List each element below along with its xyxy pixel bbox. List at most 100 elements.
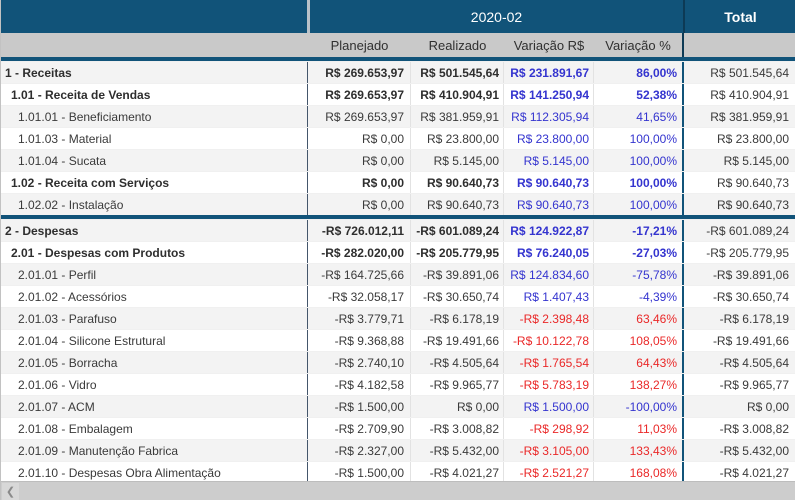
column-divider: [682, 330, 684, 351]
table-row[interactable]: 2.01.01 - Perfil -R$ 164.725,66 -R$ 39.891…: [1, 263, 795, 285]
cell-planejado: R$ 0,00: [308, 128, 411, 149]
cell-variacao-rs: -R$ 2.398,48: [504, 308, 594, 329]
cell-realizado: -R$ 4.505,64: [411, 352, 504, 373]
row-label: 2.01.09 - Manutenção Fabrica: [1, 440, 308, 461]
chevron-left-icon[interactable]: ❮: [2, 482, 19, 500]
cell-realizado: R$ 410.904,91: [411, 84, 504, 105]
cell-variacao-rs: R$ 141.250,94: [504, 84, 594, 105]
cell-realizado: -R$ 39.891,06: [411, 264, 504, 285]
column-divider: [682, 440, 684, 461]
row-label: 1.01 - Receita de Vendas: [1, 84, 308, 105]
cell-realizado: R$ 5.145,00: [411, 150, 504, 171]
table-row[interactable]: 2.01.06 - Vidro -R$ 4.182,58 -R$ 9.965,77-…: [1, 373, 795, 395]
column-divider: [682, 128, 684, 149]
subheader-corner: [1, 33, 308, 57]
cell-total: -R$ 4.505,64: [719, 355, 789, 370]
cell-planejado: -R$ 1.500,00: [308, 462, 411, 483]
table-row[interactable]: 1.01 - Receita de Vendas R$ 269.653,97 R$ …: [1, 83, 795, 105]
table-body: 1 - Receitas R$ 269.653,97 R$ 501.545,64 R$…: [1, 61, 795, 483]
table-row[interactable]: 2.01.08 - Embalagem -R$ 2.709,90 -R$ 3.008…: [1, 417, 795, 439]
row-label: 1.01.01 - Beneficiamento: [1, 106, 308, 127]
section-separator: [1, 215, 795, 219]
cell-realizado: R$ 90.640,73: [411, 194, 504, 215]
table-row[interactable]: 1 - Receitas R$ 269.653,97 R$ 501.545,64 R$…: [1, 61, 795, 83]
table-row[interactable]: 2.01.07 - ACM -R$ 1.500,00 R$ 0,00 R$ 1.500…: [1, 395, 795, 417]
table-row[interactable]: 1.02 - Receita com Serviços R$ 0,00 R$ 90.…: [1, 171, 795, 193]
column-divider: [682, 462, 684, 483]
column-divider: [682, 286, 684, 307]
row-label: 2.01.10 - Despesas Obra Alimentação: [1, 462, 308, 483]
cell-total: R$ 5.145,00: [723, 153, 789, 168]
row-label: 2.01 - Despesas com Produtos: [1, 242, 308, 263]
cell-planejado: -R$ 32.058,17: [308, 286, 411, 307]
cell-realizado: -R$ 5.432,00: [411, 440, 504, 461]
cell-total: -R$ 4.021,27: [719, 465, 789, 480]
cell-planejado: R$ 0,00: [308, 172, 411, 193]
cell-variacao-rs: -R$ 5.783,19: [504, 374, 594, 395]
table-row[interactable]: 2.01.05 - Borracha -R$ 2.740,10 -R$ 4.505,…: [1, 351, 795, 373]
column-divider: [682, 172, 684, 193]
cell-total: -R$ 601.089,24: [706, 223, 789, 238]
row-label: 2.01.08 - Embalagem: [1, 418, 308, 439]
cell-planejado: -R$ 164.725,66: [308, 264, 411, 285]
column-header-total[interactable]: Total: [685, 0, 795, 33]
row-label: 2.01.04 - Silicone Estrutural: [1, 330, 308, 351]
cell-variacao-rs: R$ 90.640,73: [504, 172, 594, 193]
table-row[interactable]: 1.01.01 - Beneficiamento R$ 269.653,97 R$ …: [1, 105, 795, 127]
table-row[interactable]: 2.01.02 - Acessórios -R$ 32.058,17 -R$ 30.…: [1, 285, 795, 307]
cell-planejado: R$ 269.653,97: [308, 84, 411, 105]
table-row[interactable]: 2.01.09 - Manutenção Fabrica -R$ 2.327,00…: [1, 439, 795, 461]
column-divider: [682, 264, 684, 285]
cell-realizado: -R$ 601.089,24: [411, 220, 504, 241]
column-header-planejado[interactable]: Planejado: [330, 37, 389, 53]
cell-realizado: -R$ 6.178,19: [411, 308, 504, 329]
cell-planejado: -R$ 2.740,10: [308, 352, 411, 373]
cell-variacao-rs: -R$ 2.521,27: [504, 462, 594, 483]
table-row[interactable]: 2 - Despesas -R$ 726.012,11 -R$ 601.089,24…: [1, 219, 795, 241]
cell-variacao-rs: -R$ 3.105,00: [504, 440, 594, 461]
cell-variacao-pct: 100,00%: [629, 131, 677, 146]
column-group-period[interactable]: 2020-02: [310, 0, 683, 33]
table-row[interactable]: 1.01.04 - Sucata R$ 0,00 R$ 5.145,00 R$ 5.1…: [1, 149, 795, 171]
cell-variacao-rs: R$ 1.500,00: [504, 396, 594, 417]
column-divider: [682, 106, 684, 127]
cell-total: R$ 501.545,64: [710, 65, 789, 80]
cell-total: -R$ 205.779,95: [706, 245, 789, 260]
cell-total: -R$ 30.650,74: [712, 289, 789, 304]
cell-total: -R$ 19.491,66: [712, 333, 789, 348]
cell-total: R$ 90.640,73: [716, 197, 789, 212]
cell-realizado: -R$ 205.779,95: [411, 242, 504, 263]
cell-variacao-rs: R$ 231.891,67: [504, 62, 594, 83]
column-header-variacao-pct[interactable]: Variação %: [605, 37, 671, 53]
table-header: 2020-02 Total: [1, 0, 795, 33]
cell-planejado: -R$ 9.368,88: [308, 330, 411, 351]
cell-variacao-rs: R$ 124.834,60: [504, 264, 594, 285]
table-row[interactable]: 2.01 - Despesas com Produtos -R$ 282.020,…: [1, 241, 795, 263]
table-row[interactable]: 2.01.04 - Silicone Estrutural -R$ 9.368,8…: [1, 329, 795, 351]
cell-variacao-pct: 64,43%: [636, 355, 677, 370]
subheader-dark-divider: [682, 33, 684, 57]
cell-variacao-pct: 63,46%: [636, 311, 677, 326]
cell-total: -R$ 6.178,19: [719, 311, 789, 326]
column-header-realizado[interactable]: Realizado: [428, 37, 487, 53]
cell-planejado: R$ 269.653,97: [308, 62, 411, 83]
cell-variacao-rs: -R$ 1.765,54: [504, 352, 594, 373]
header-underline: [1, 57, 795, 61]
header-dark-divider: [683, 0, 685, 33]
table-row[interactable]: 2.01.10 - Despesas Obra Alimentação -R$ 1…: [1, 461, 795, 483]
cell-total: R$ 0,00: [746, 399, 789, 414]
table-row[interactable]: 1.02.02 - Instalação R$ 0,00 R$ 90.640,73 R…: [1, 193, 795, 215]
row-label: 2.01.05 - Borracha: [1, 352, 308, 373]
cell-planejado: -R$ 282.020,00: [308, 242, 411, 263]
cell-planejado: R$ 0,00: [308, 194, 411, 215]
column-divider: [682, 62, 684, 83]
column-header-variacao-rs[interactable]: Variação R$: [513, 37, 585, 53]
cell-total: R$ 381.959,91: [710, 109, 789, 124]
cell-variacao-rs: R$ 23.800,00: [504, 128, 594, 149]
horizontal-scrollbar[interactable]: ❮: [1, 481, 795, 500]
column-divider: [682, 418, 684, 439]
table-row[interactable]: 2.01.03 - Parafuso -R$ 3.779,71 -R$ 6.178,…: [1, 307, 795, 329]
column-divider: [682, 308, 684, 329]
table-row[interactable]: 1.01.03 - Material R$ 0,00 R$ 23.800,00 R$ …: [1, 127, 795, 149]
cell-total: R$ 23.800,00: [716, 131, 789, 146]
